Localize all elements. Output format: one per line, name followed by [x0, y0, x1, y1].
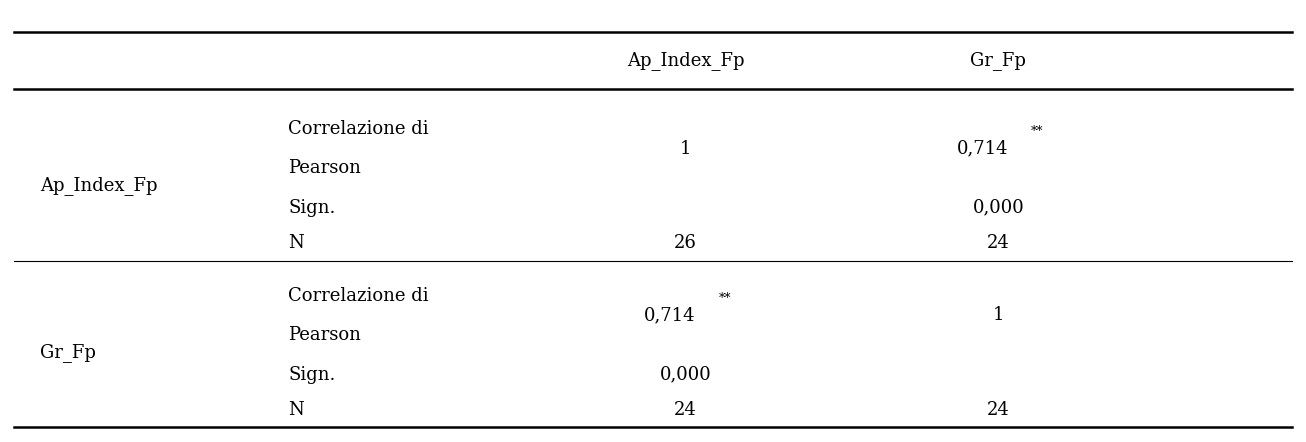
- Text: Sign.: Sign.: [289, 366, 336, 384]
- Text: Gr_Fp: Gr_Fp: [970, 51, 1027, 70]
- Text: Gr_Fp: Gr_Fp: [40, 343, 97, 362]
- Text: Correlazione di: Correlazione di: [289, 120, 428, 138]
- Text: Sign.: Sign.: [289, 199, 336, 217]
- Text: 26: 26: [674, 234, 697, 252]
- Text: 0,000: 0,000: [660, 366, 712, 384]
- Text: Correlazione di: Correlazione di: [289, 287, 428, 305]
- Text: Ap_Index_Fp: Ap_Index_Fp: [627, 51, 744, 70]
- Text: 1: 1: [993, 306, 1004, 324]
- Text: N: N: [289, 401, 304, 419]
- Text: 0,714: 0,714: [957, 140, 1008, 157]
- Text: **: **: [1032, 126, 1043, 138]
- Text: 24: 24: [987, 234, 1010, 252]
- Text: 0,714: 0,714: [644, 306, 696, 324]
- Text: Pearson: Pearson: [289, 159, 360, 177]
- Text: 24: 24: [674, 401, 697, 419]
- Text: 0,000: 0,000: [973, 199, 1024, 217]
- Text: N: N: [289, 234, 304, 252]
- Text: **: **: [718, 292, 731, 305]
- Text: Ap_Index_Fp: Ap_Index_Fp: [40, 176, 158, 195]
- Text: 1: 1: [680, 140, 691, 157]
- Text: Pearson: Pearson: [289, 326, 360, 344]
- Text: 24: 24: [987, 401, 1010, 419]
